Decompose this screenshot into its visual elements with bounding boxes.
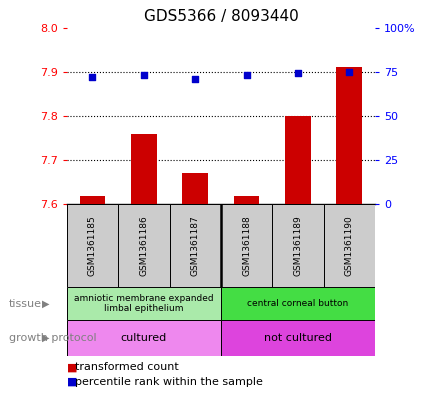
- Point: [345, 68, 352, 75]
- Bar: [220, 320, 374, 356]
- Text: ■: ■: [67, 362, 77, 373]
- Bar: [80, 195, 105, 204]
- Point: [191, 75, 198, 82]
- Text: GSM1361190: GSM1361190: [344, 215, 353, 276]
- Bar: [272, 204, 323, 287]
- Text: GSM1361185: GSM1361185: [88, 215, 97, 276]
- Text: ■: ■: [67, 377, 77, 387]
- Bar: [182, 173, 208, 204]
- Point: [243, 72, 249, 78]
- Point: [89, 74, 96, 80]
- Text: ▶: ▶: [41, 333, 49, 343]
- Bar: [118, 204, 169, 287]
- Bar: [336, 67, 361, 204]
- Text: GSM1361189: GSM1361189: [293, 215, 302, 276]
- Text: transformed count: transformed count: [75, 362, 179, 373]
- Text: percentile rank within the sample: percentile rank within the sample: [75, 377, 263, 387]
- Text: growth protocol: growth protocol: [9, 333, 96, 343]
- Bar: [67, 204, 118, 287]
- Bar: [220, 204, 272, 287]
- Text: not cultured: not cultured: [263, 333, 331, 343]
- Text: GSM1361188: GSM1361188: [242, 215, 251, 276]
- Text: central corneal button: central corneal button: [247, 299, 348, 308]
- Bar: [233, 195, 259, 204]
- Bar: [220, 287, 374, 320]
- Text: GSM1361187: GSM1361187: [190, 215, 199, 276]
- Bar: [284, 116, 310, 204]
- Point: [140, 72, 147, 78]
- Text: amniotic membrane expanded
limbal epithelium: amniotic membrane expanded limbal epithe…: [74, 294, 213, 313]
- Text: cultured: cultured: [120, 333, 166, 343]
- Bar: [67, 320, 221, 356]
- Bar: [67, 287, 221, 320]
- Text: GSM1361186: GSM1361186: [139, 215, 148, 276]
- Text: ▶: ▶: [41, 299, 49, 309]
- Bar: [169, 204, 220, 287]
- Title: GDS5366 / 8093440: GDS5366 / 8093440: [143, 9, 298, 24]
- Text: tissue: tissue: [9, 299, 42, 309]
- Bar: [323, 204, 374, 287]
- Point: [294, 70, 301, 77]
- Bar: [131, 134, 157, 204]
